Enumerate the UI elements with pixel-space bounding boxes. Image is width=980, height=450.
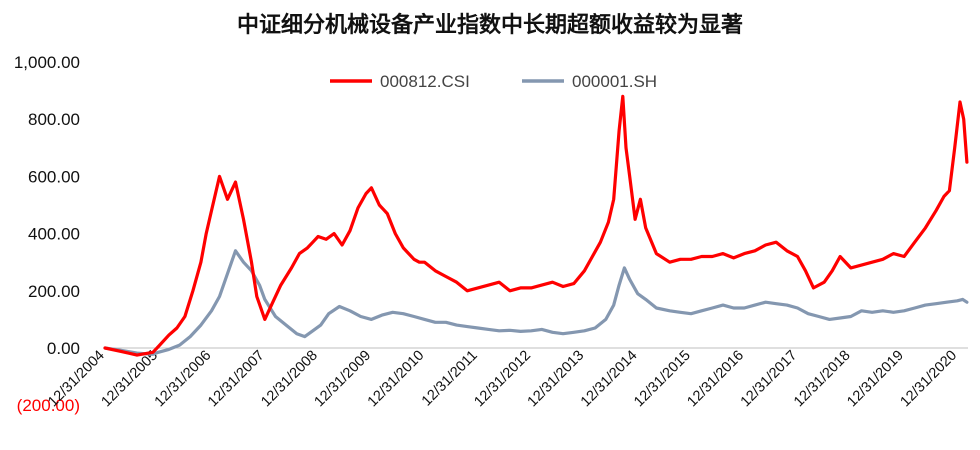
x-tick-label: 12/31/2019 [844,348,907,411]
x-tick-label: 12/31/2014 [578,348,641,411]
y-tick-label: 800.00 [28,110,80,129]
chart-title: 中证细分机械设备产业指数中长期超额收益较为显著 [237,12,743,38]
y-tick-label: 0.00 [47,339,80,358]
x-tick-label: 12/31/2009 [312,348,375,411]
series-layer [103,94,969,357]
legend-label: 000812.CSI [380,72,470,91]
legend: 000812.CSI 000001.SH [330,72,657,91]
x-tick-label: 12/31/2017 [738,348,801,411]
y-tick-label: 200.00 [28,282,80,301]
y-axis-ticks: (200.00) 0.00 200.00 400.00 600.00 800.00 1,00… [14,53,80,415]
y-tick-label: 600.00 [28,167,80,186]
x-tick-label: 12/31/2006 [152,348,215,411]
series-line-sh-000001 [103,249,969,356]
x-tick-label: 12/31/2018 [791,348,854,411]
x-tick-label: 12/31/2013 [525,348,588,411]
x-tick-label: 12/31/2008 [258,348,321,411]
series-line-csi-000812 [103,94,969,357]
x-tick-label: 12/31/2007 [205,348,268,411]
y-tick-label: (200.00) [17,396,80,415]
y-tick-label: 400.00 [28,225,80,244]
x-tick-label: 12/31/2015 [631,348,694,411]
x-tick-label: 12/31/2012 [471,348,534,411]
x-axis-ticks: 12/31/200412/31/200512/31/200612/31/2007… [45,348,960,411]
legend-label: 000001.SH [572,72,657,91]
y-tick-label: 1,000.00 [14,53,80,72]
x-tick-label: 12/31/2020 [898,348,961,411]
x-tick-label: 12/31/2010 [365,348,428,411]
x-tick-label: 12/31/2005 [98,348,161,411]
x-tick-label: 12/31/2016 [684,348,747,411]
